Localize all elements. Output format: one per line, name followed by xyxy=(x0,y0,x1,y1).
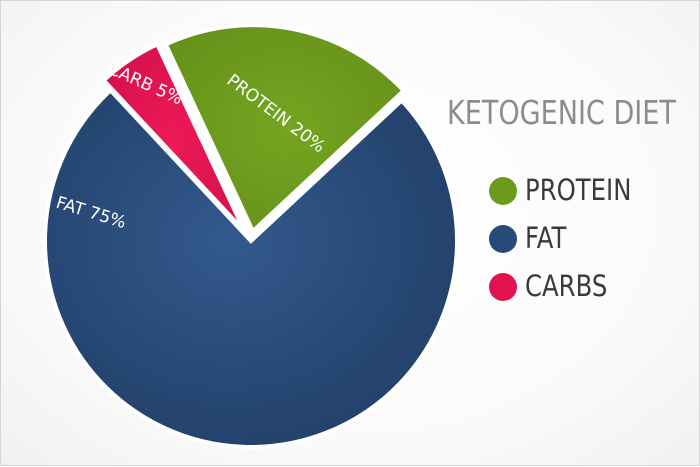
pie-slice-carb xyxy=(100,41,247,233)
chart-title: KETOGENIC DIET xyxy=(447,93,676,132)
legend-swatch-carbs xyxy=(489,273,517,301)
legend-label-carbs: CARBS xyxy=(525,269,608,303)
legend-label-protein: PROTEIN xyxy=(525,173,632,207)
legend-label-fat: FAT xyxy=(525,221,567,255)
pie-slice-fat xyxy=(43,87,459,449)
pie-slice-protein xyxy=(163,23,407,235)
legend-swatch-protein xyxy=(489,177,517,205)
legend-swatch-fat xyxy=(489,225,517,253)
